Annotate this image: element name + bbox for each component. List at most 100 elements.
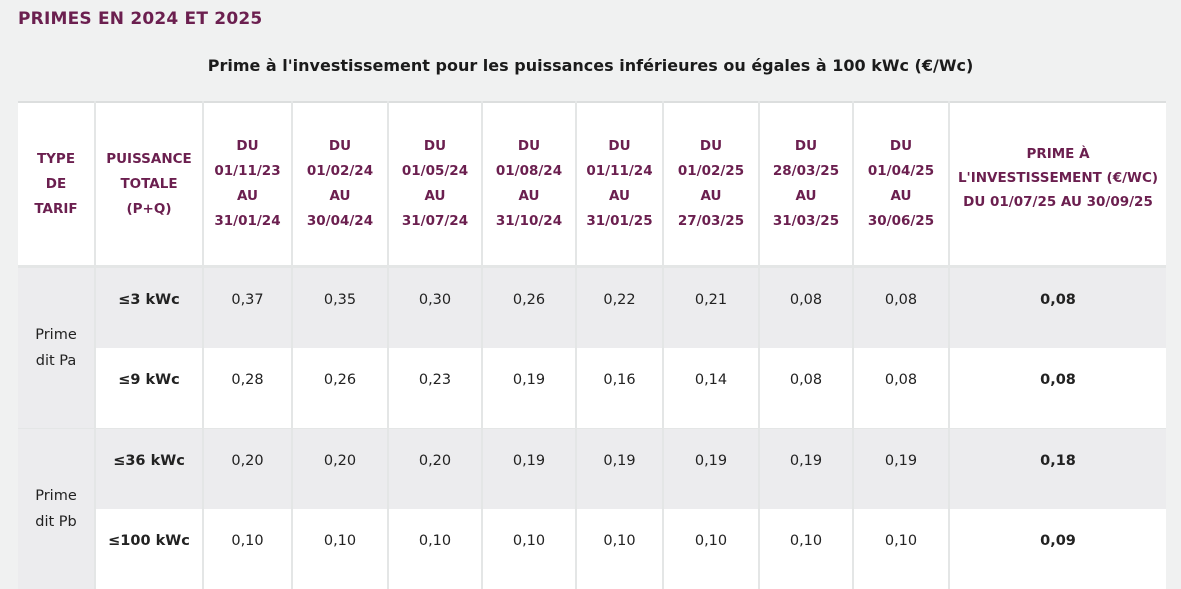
header-line: DU [389, 134, 481, 159]
prime-cell: 0,19 [759, 429, 853, 510]
prime-cell: 0,08 [759, 348, 853, 429]
prime-cell: 0,35 [292, 267, 388, 349]
prime-cell: 0,08 [759, 267, 853, 349]
prime-cell-value: 0,10 [483, 533, 575, 549]
prime-cell: 0,10 [759, 509, 853, 589]
prime-cell: 0,14 [663, 348, 759, 429]
prime-cell: 0,10 [576, 509, 663, 589]
prime-cell: 0,19 [482, 348, 576, 429]
header-line: AU [664, 184, 758, 209]
prime-cell: 0,19 [482, 429, 576, 510]
header-line: 01/11/23 [204, 159, 291, 184]
prime-cell-value: 0,20 [389, 453, 481, 469]
prime-cell-value: 0,21 [664, 292, 758, 308]
header-line: (P+Q) [96, 197, 202, 222]
header-line: 01/05/24 [389, 159, 481, 184]
header-line: 01/02/24 [293, 159, 387, 184]
header-line: DU [293, 134, 387, 159]
prime-cell-value: 0,16 [577, 372, 662, 388]
final-prime-cell-value: 0,08 [950, 292, 1166, 308]
prime-cell: 0,10 [482, 509, 576, 589]
header-line: DU [204, 134, 291, 159]
header-line: DU [664, 134, 758, 159]
prime-cell-value: 0,10 [204, 533, 291, 549]
header-line: 01/04/25 [854, 159, 948, 184]
prime-cell-value: 0,10 [389, 533, 481, 549]
header-line: 31/03/25 [760, 209, 852, 234]
header-line: L'INVESTISSEMENT (€/WC) [950, 166, 1166, 190]
header-line: 31/01/25 [577, 209, 662, 234]
prime-cell-value: 0,28 [204, 372, 291, 388]
prime-cell: 0,10 [203, 509, 292, 589]
header-line: DU [483, 134, 575, 159]
tariff-type-line: Prime [18, 483, 94, 509]
prime-cell: 0,08 [853, 267, 949, 349]
prime-cell-value: 0,37 [204, 292, 291, 308]
prime-cell: 0,23 [388, 348, 482, 429]
power-cell-value: ≤9 kWc [96, 372, 202, 388]
prime-cell-value: 0,08 [854, 292, 948, 308]
header-line: TYPE [18, 147, 94, 172]
section-heading: PRIMES EN 2024 ET 2025 [18, 9, 262, 29]
header-line: AU [293, 184, 387, 209]
prime-cell: 0,10 [663, 509, 759, 589]
prime-cell: 0,21 [663, 267, 759, 349]
prime-cell-value: 0,20 [204, 453, 291, 469]
prime-cell: 0,16 [576, 348, 663, 429]
header-line: TOTALE [96, 172, 202, 197]
power-cell: ≤9 kWc [95, 348, 203, 429]
final-prime-cell: 0,18 [949, 429, 1166, 510]
final-prime-cell: 0,08 [949, 267, 1166, 349]
final-prime-cell-value: 0,09 [950, 533, 1166, 549]
prime-cell-value: 0,20 [293, 453, 387, 469]
prime-cell-value: 0,19 [577, 453, 662, 469]
header-line: TARIF [18, 197, 94, 222]
prime-cell-value: 0,35 [293, 292, 387, 308]
prime-cell-value: 0,23 [389, 372, 481, 388]
prime-cell: 0,19 [576, 429, 663, 510]
prime-cell-value: 0,26 [293, 372, 387, 388]
header-line: 27/03/25 [664, 209, 758, 234]
prime-cell-value: 0,19 [760, 453, 852, 469]
header-line: PUISSANCE [96, 147, 202, 172]
prime-cell: 0,26 [292, 348, 388, 429]
prime-cell: 0,10 [388, 509, 482, 589]
power-cell: ≤3 kWc [95, 267, 203, 349]
header-line: AU [854, 184, 948, 209]
header-line: DU [760, 134, 852, 159]
prime-cell-value: 0,08 [854, 372, 948, 388]
prime-cell: 0,30 [388, 267, 482, 349]
prime-cell: 0,10 [853, 509, 949, 589]
final-prime-cell: 0,09 [949, 509, 1166, 589]
prime-cell: 0,28 [203, 348, 292, 429]
prime-cell: 0,20 [292, 429, 388, 510]
header-line: DE [18, 172, 94, 197]
tariff-type-line: dit Pa [18, 348, 94, 374]
prime-cell-value: 0,10 [854, 533, 948, 549]
tariff-type-line: Prime [18, 322, 94, 348]
prime-cell-value: 0,19 [483, 372, 575, 388]
header-line: DU [577, 134, 662, 159]
power-cell: ≤100 kWc [95, 509, 203, 589]
header-line: AU [760, 184, 852, 209]
prime-cell-value: 0,14 [664, 372, 758, 388]
prime-cell-value: 0,10 [577, 533, 662, 549]
prime-cell: 0,20 [203, 429, 292, 510]
table-caption: Prime à l'investissement pour les puissa… [0, 56, 1181, 75]
prime-cell-value: 0,26 [483, 292, 575, 308]
prime-cell-value: 0,22 [577, 292, 662, 308]
